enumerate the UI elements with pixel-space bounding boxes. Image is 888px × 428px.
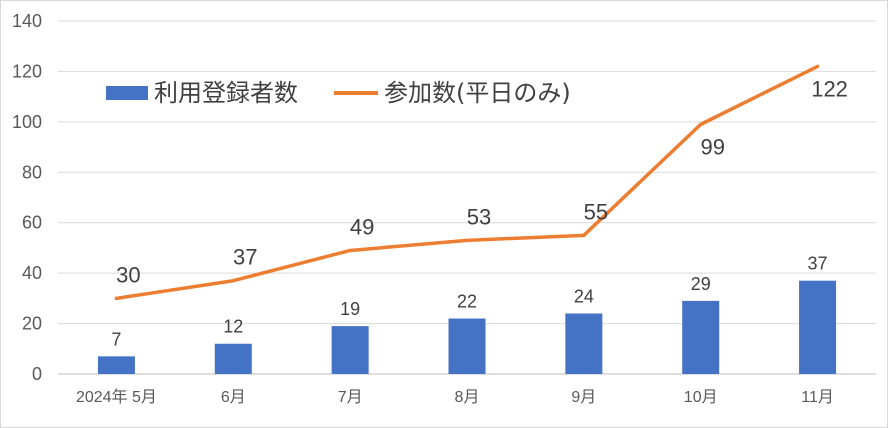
x-axis-ticks: 2024年 5月 6月 7月 8月 9月 10月 11月	[76, 388, 834, 406]
x-tick-label: 9月	[571, 389, 596, 406]
y-tick-label: 20	[22, 314, 42, 334]
bar-data-label: 7	[111, 329, 121, 349]
y-tick-label: 80	[22, 162, 42, 182]
x-tick-label: 10月	[684, 389, 718, 406]
legend: 利用登録者数 参加数(平日のみ)	[106, 79, 571, 107]
bar-data-label: 24	[574, 286, 594, 306]
bar	[214, 343, 252, 374]
bar-data-label: 37	[808, 254, 828, 274]
line-data-label: 99	[700, 134, 724, 159]
series-line	[114, 64, 820, 301]
legend-bar-label: 利用登録者数	[154, 79, 298, 107]
y-tick-label: 120	[12, 61, 42, 81]
y-tick-label: 60	[22, 213, 42, 233]
line-data-label: 122	[811, 76, 848, 101]
line-data-label: 30	[116, 262, 140, 287]
line-data-label: 49	[350, 214, 374, 239]
bar	[97, 356, 135, 374]
x-tick-label: 2024年 5月	[76, 388, 157, 406]
line-series: 30 37 49 53 55 99 122	[114, 64, 848, 301]
x-tick-label: 11月	[801, 389, 834, 406]
bar	[331, 326, 369, 374]
line-data-label: 55	[584, 199, 608, 224]
x-tick-label: 6月	[221, 389, 246, 406]
bar	[799, 280, 837, 374]
bar-data-label: 19	[340, 299, 360, 319]
bar-data-label: 12	[223, 317, 243, 337]
y-axis-ticks: 0 20 40 60 80 100 120 140	[12, 11, 42, 384]
gridlines	[58, 20, 876, 375]
x-tick-label: 7月	[338, 389, 363, 406]
y-tick-label: 100	[12, 112, 42, 132]
legend-bar-swatch	[106, 86, 148, 100]
y-tick-label: 0	[32, 364, 42, 384]
line-data-label: 37	[233, 245, 257, 270]
bar	[565, 313, 603, 374]
y-tick-label: 140	[12, 11, 42, 31]
bar	[682, 300, 720, 374]
y-tick-label: 40	[22, 263, 42, 283]
bar-series: 7 12 19 22 24 29 37	[97, 254, 837, 374]
bar	[448, 318, 486, 374]
bar-data-label: 22	[457, 292, 477, 312]
line-data-label: 53	[467, 204, 491, 229]
legend-line-label: 参加数(平日のみ)	[384, 79, 571, 107]
bar-data-label: 29	[691, 274, 711, 294]
x-tick-label: 8月	[455, 389, 480, 406]
